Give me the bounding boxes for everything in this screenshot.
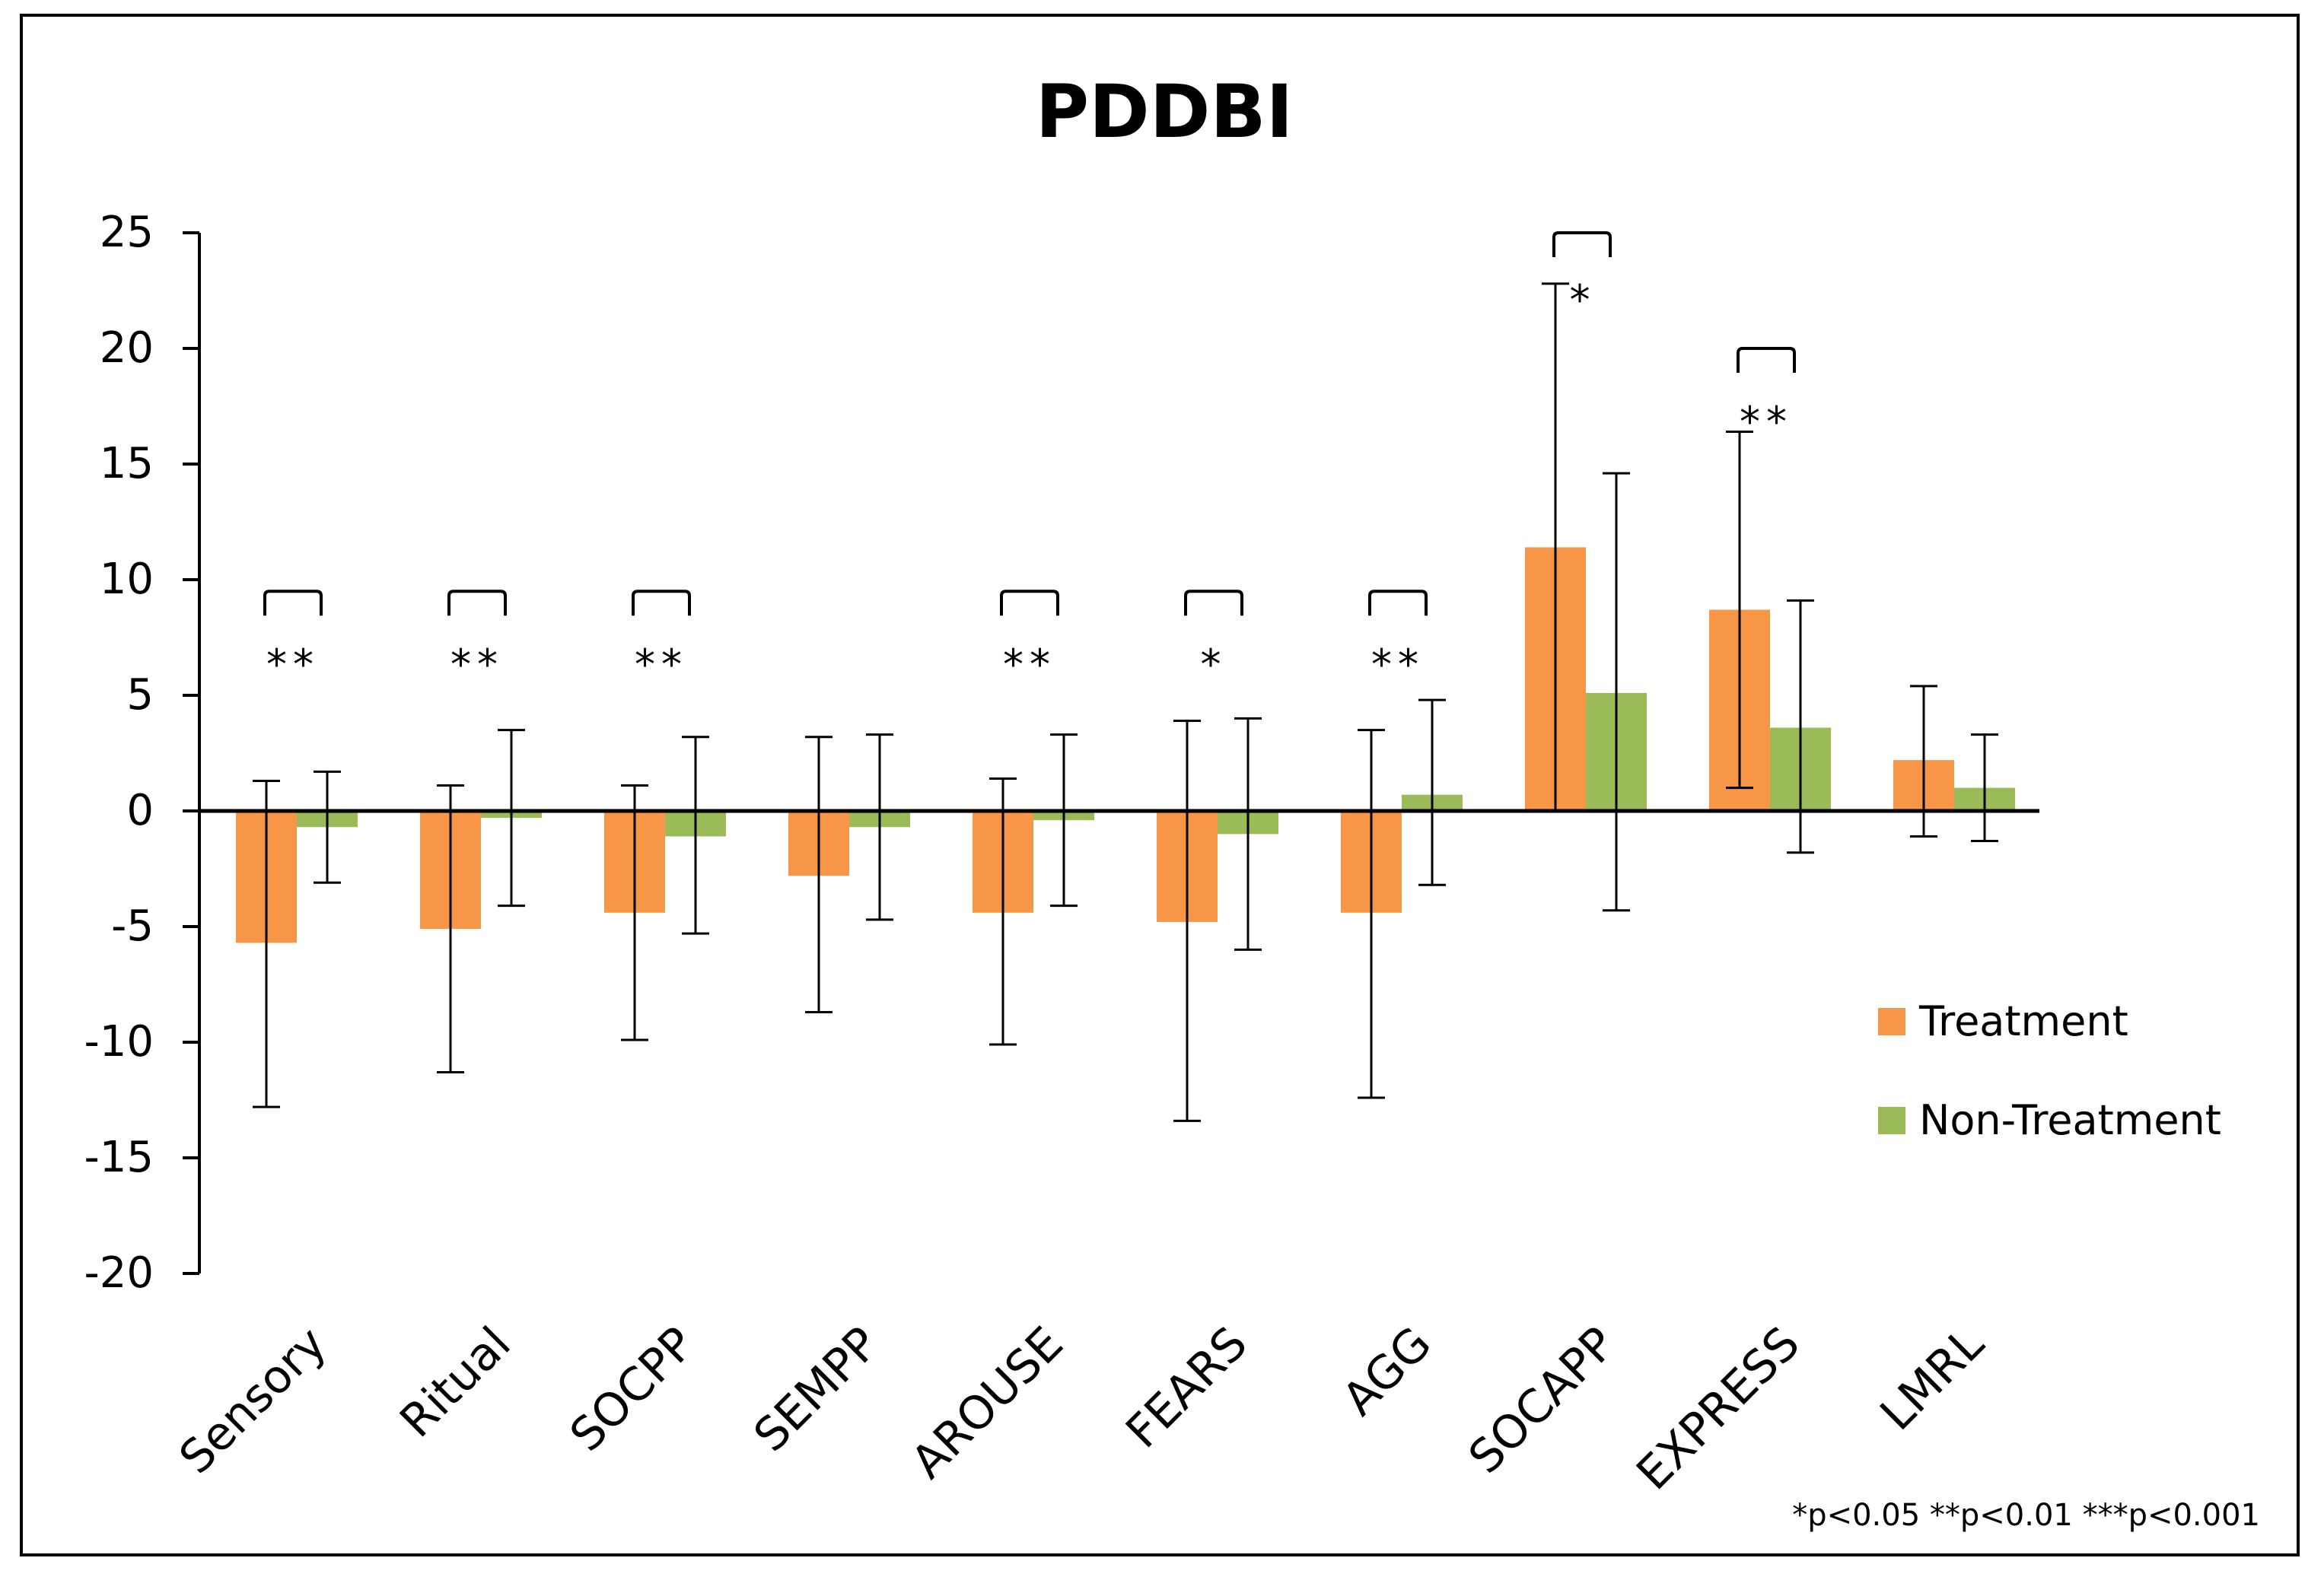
x-tick-label: FEARS — [1116, 1317, 1257, 1458]
y-tick-label: 0 — [126, 786, 154, 835]
error-bar-treatment-sempp — [805, 736, 833, 1013]
significance-stars: * — [1201, 641, 1227, 688]
legend-item-treatment: Treatment — [1878, 997, 2128, 1045]
error-bar-non-treatment-socapp — [1603, 472, 1630, 912]
error-bar-treatment-agg — [1358, 729, 1385, 1099]
error-bar-non-treatment-socpp — [682, 736, 709, 935]
significance-stars: ** — [1371, 641, 1425, 688]
y-tick-label: 20 — [100, 323, 154, 373]
significance-bracket-socpp: ** — [632, 590, 691, 688]
error-bar-non-treatment-arouse — [1050, 733, 1078, 908]
chart-title: PDDBI — [1036, 69, 1294, 154]
significance-stars: ** — [450, 641, 504, 688]
significance-stars: ** — [1003, 641, 1056, 688]
error-bar-treatment-sensory — [253, 779, 280, 1108]
significance-bracket-socapp: * — [1552, 231, 1612, 324]
x-tick-label: SOCPP — [560, 1317, 705, 1462]
y-tick-label: 10 — [100, 555, 154, 604]
legend-label: Treatment — [1918, 997, 2128, 1045]
significance-bracket-agg: ** — [1368, 590, 1428, 688]
y-tick-label: 25 — [100, 208, 154, 257]
error-bar-non-treatment-agg — [1418, 698, 1446, 886]
significance-bracket-arouse: ** — [1000, 590, 1059, 688]
significance-bracket-sensory: ** — [263, 590, 323, 688]
error-bar-treatment-socpp — [621, 784, 648, 1041]
y-tick-label: -10 — [84, 1017, 154, 1067]
y-tick-label: -5 — [111, 901, 154, 951]
significance-stars: ** — [266, 641, 320, 688]
x-tick-label: Ritual — [390, 1317, 521, 1448]
error-bar-treatment-express — [1726, 430, 1753, 790]
error-bar-non-treatment-express — [1787, 599, 1814, 854]
legend-item-non-treatment: Non-Treatment — [1878, 1096, 2221, 1144]
significance-stars: ** — [1740, 398, 1793, 446]
y-tick-label: -15 — [84, 1133, 154, 1182]
error-bar-non-treatment-lmrl — [1971, 733, 1998, 843]
legend-swatch — [1878, 1107, 1905, 1134]
x-tick-label: SOCAPP — [1459, 1317, 1626, 1484]
significance-stars: ** — [635, 641, 688, 688]
error-bar-non-treatment-fears — [1234, 717, 1262, 951]
error-bar-treatment-arouse — [989, 777, 1017, 1046]
x-tick-label: SEMPP — [744, 1317, 890, 1462]
legend-swatch — [1878, 1008, 1905, 1035]
error-bar-treatment-ritual — [437, 784, 464, 1074]
y-tick-label: -20 — [84, 1248, 154, 1298]
error-bar-non-treatment-sensory — [314, 770, 341, 884]
significance-bracket-fears: * — [1184, 590, 1243, 688]
error-bar-non-treatment-sempp — [866, 733, 893, 921]
x-tick-label: LMRL — [1870, 1317, 1995, 1441]
error-bar-non-treatment-ritual — [498, 729, 525, 908]
x-tick-label: Sensory — [170, 1317, 337, 1484]
significance-footnote: *p<0.05 **p<0.01 ***p<0.001 — [1792, 1498, 2260, 1533]
significance-bracket-ritual: ** — [447, 590, 507, 688]
x-tick-label: AGG — [1332, 1317, 1442, 1426]
significance-bracket-express: ** — [1737, 347, 1796, 446]
error-bar-treatment-fears — [1173, 719, 1201, 1122]
x-tick-label: EXPRESS — [1627, 1317, 1810, 1500]
y-tick-label: 15 — [100, 439, 154, 488]
y-tick-label: 5 — [126, 670, 154, 720]
legend-label: Non-Treatment — [1919, 1096, 2221, 1144]
significance-stars: * — [1570, 276, 1597, 324]
x-tick-label: AROUSE — [901, 1317, 1073, 1489]
